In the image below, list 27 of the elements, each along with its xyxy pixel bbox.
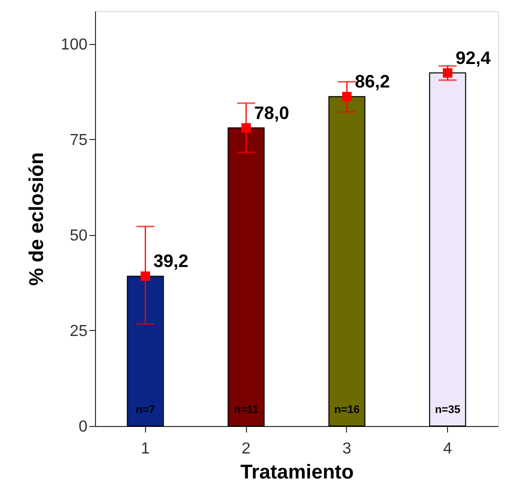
y-axis-title: % de eclosión [26,152,48,286]
point [342,92,352,102]
data-label: 39,2 [153,251,188,272]
bar [228,127,265,426]
annotation: n=35 [434,404,460,416]
annotation: n=16 [334,404,360,416]
data-label: 78,0 [254,102,290,123]
bar [126,276,164,426]
x-tick-label: 3 [342,440,352,458]
data-label: 86,2 [354,72,390,92]
y-tick-label: 50 [70,227,88,244]
x-axis-title: Tratamiento [240,462,354,484]
y-tick-label: 100 [60,36,88,54]
y-tick-label: 25 [70,322,88,340]
point [442,68,452,78]
point [140,271,150,281]
x-tick-label: 1 [140,440,150,458]
y-tick-label: 75 [70,132,88,149]
bar [429,72,466,426]
x-tick-label: 2 [242,440,251,458]
annotation: n=7 [136,404,156,416]
x-tick-label: 4 [443,440,452,458]
point [241,123,251,133]
bar [328,96,366,426]
annotation: n=11 [234,404,259,416]
data-label: 92,4 [456,48,491,68]
y-tick-label: 0 [78,418,88,436]
